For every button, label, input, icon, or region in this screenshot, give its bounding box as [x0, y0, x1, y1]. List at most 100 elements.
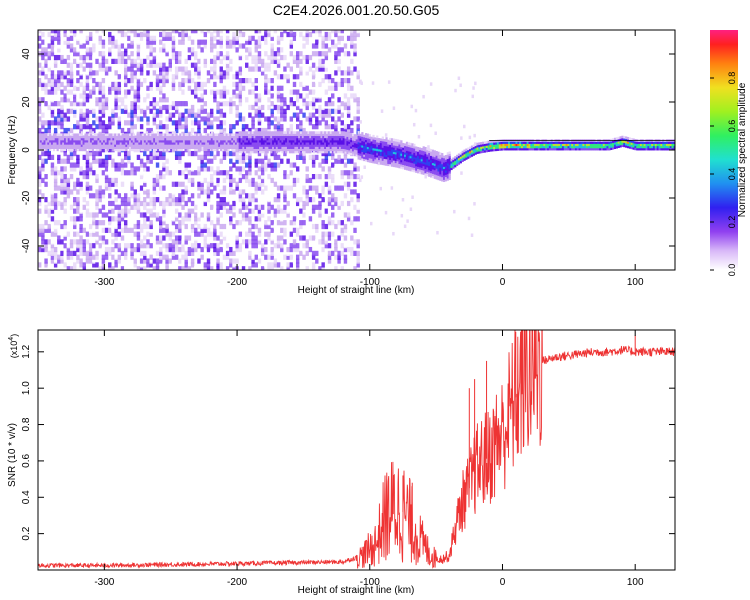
spectrogram-cell — [214, 144, 217, 147]
spectrogram-cell — [417, 159, 420, 163]
spectrogram-cell — [108, 266, 112, 270]
spectrogram-cell — [216, 166, 220, 172]
spectrogram-cell — [149, 35, 153, 41]
spectrogram-cell — [168, 246, 172, 253]
spectrogram-cell — [171, 144, 174, 147]
spectrogram-cell — [194, 54, 198, 61]
spectrogram-cell — [299, 133, 303, 137]
spectrogram-cell — [108, 81, 112, 88]
spectrogram-cell — [44, 243, 48, 249]
spectrogram-cell — [346, 246, 351, 253]
spectrogram-cell — [187, 170, 192, 176]
spectrogram-cell — [39, 135, 43, 139]
spectrogram-cell — [353, 216, 357, 222]
spectrogram-cell — [241, 181, 246, 187]
spectrogram-cell — [248, 127, 252, 134]
spectrogram-cell — [235, 239, 239, 245]
spectrogram-cell — [249, 133, 253, 137]
spectrogram-cell — [219, 51, 223, 57]
spectrogram-cell — [229, 220, 233, 226]
spectrogram-cell — [127, 146, 130, 149]
spectrogram-cell — [264, 150, 268, 157]
spectrogram-cell — [219, 108, 223, 114]
spectrogram-cell — [344, 138, 347, 141]
spectrogram-cell — [95, 204, 99, 210]
spectrogram-cell — [184, 239, 188, 245]
spectrogram-cell — [130, 35, 134, 41]
spectrogram-cell — [143, 104, 147, 111]
spectrogram-cell — [327, 108, 332, 114]
spectrogram-cell — [162, 144, 165, 147]
spectrogram-cell — [394, 147, 397, 151]
spectrogram-cell — [203, 39, 208, 45]
spectrogram-cell — [280, 93, 284, 99]
spectrogram-cell — [98, 208, 102, 214]
spectrogram-cell — [385, 148, 388, 151]
spectrogram-cell — [184, 58, 188, 64]
spectrogram-cell — [174, 243, 179, 249]
spectrogram-cell — [233, 135, 236, 139]
spectrogram-cell — [38, 127, 42, 134]
spectrogram-cell — [404, 145, 407, 149]
spectrogram-cell — [305, 189, 309, 195]
spectrogram-cell — [229, 216, 233, 222]
spectrogram-cell — [114, 223, 118, 230]
spectrogram-cell — [266, 142, 269, 145]
spectrogram-cell — [295, 89, 300, 95]
spectrogram-cell — [270, 162, 274, 168]
spectrogram-cell — [64, 137, 67, 141]
spectrogram-cell — [266, 146, 269, 149]
spectrogram-cell — [194, 89, 198, 95]
spectrogram-cell — [152, 212, 157, 218]
spectrogram-cell — [97, 137, 100, 141]
spectrogram-cell — [178, 120, 182, 126]
spectrogram-cell — [363, 143, 366, 146]
spectrogram-cell — [133, 70, 137, 76]
spectrogram-cell — [404, 162, 407, 166]
spectrogram-cell — [280, 158, 284, 164]
spectrogram-cell — [348, 143, 351, 147]
spectrogram-cell — [127, 112, 131, 118]
spectrogram-cell — [264, 262, 268, 268]
spectrogram-cell — [79, 81, 83, 88]
spectrogram-cell — [391, 149, 394, 152]
spectrogram-cell — [63, 185, 67, 191]
spectrogram-cell — [233, 144, 236, 147]
spectrogram-cell — [240, 139, 243, 143]
spectrogram-cell — [110, 137, 113, 141]
spectrogram-cell — [168, 208, 172, 214]
spectrogram-cell — [279, 139, 282, 143]
spectrogram-cell — [177, 139, 180, 143]
spectrogram-cell — [171, 101, 176, 107]
spectrogram-cell — [79, 216, 83, 222]
spectrogram-cell — [73, 139, 76, 143]
spectrogram-cell — [139, 200, 144, 207]
spectrogram-cell — [283, 170, 287, 176]
spectrogram-cell — [280, 74, 284, 80]
spectrogram-cell — [159, 112, 163, 118]
spectrogram-cell — [302, 93, 306, 99]
spectrogram-cell — [331, 193, 335, 199]
spectrogram-cell — [143, 243, 147, 249]
spectrogram-cell — [434, 131, 437, 136]
spectrogram-cell — [116, 148, 119, 152]
spectrogram-cell — [301, 135, 305, 139]
spectrogram-cell — [116, 137, 119, 141]
spectrogram-cell — [216, 31, 220, 38]
spectrogram-cell — [147, 135, 150, 139]
spectrogram-cell — [411, 160, 414, 164]
spectrogram-cell — [267, 235, 271, 241]
spectrogram-cell — [62, 148, 65, 152]
spectrogram-cell — [140, 135, 143, 139]
spectrogram-cell — [385, 145, 388, 149]
spectrogram-cell — [338, 150, 342, 154]
spectrogram-cell — [62, 135, 65, 139]
spectrogram-cell — [92, 78, 96, 84]
spectrogram-cell — [43, 148, 46, 152]
spectrogram-cell — [238, 70, 243, 76]
spectrogram-cell — [400, 144, 403, 148]
spectrogram-cell — [120, 101, 125, 107]
spectrogram-cell — [315, 223, 319, 230]
spectrogram-cell — [57, 254, 61, 260]
spectrogram-cell — [311, 266, 316, 270]
